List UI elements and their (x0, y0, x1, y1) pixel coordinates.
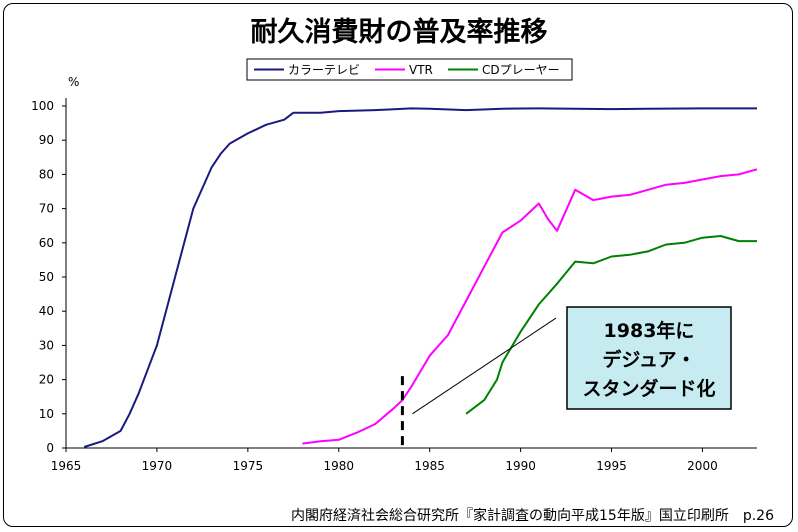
slide-title: 耐久消費財の普及率推移 (250, 17, 548, 48)
legend: カラーテレビ VTR CDプレーヤー (246, 58, 573, 81)
y-tick-label: 50 (39, 270, 54, 284)
x-tick-label: 1985 (414, 459, 445, 473)
callout-box (566, 306, 732, 410)
y-tick-label: 20 (39, 373, 54, 387)
slide-frame (3, 3, 793, 527)
y-axis-label: % (68, 75, 79, 89)
source-citation: 内閣府経済社会総合研究所『家計調査の動向平成15年版』国立印刷所 p.26 (291, 508, 774, 524)
legend-label-1: カラーテレビ (288, 63, 360, 77)
legend-label-2: VTR (409, 63, 433, 77)
legend-label-3: CDプレーヤー (482, 63, 560, 77)
y-tick-label: 0 (46, 441, 54, 455)
legend-box (246, 58, 573, 81)
series-line-1 (83, 107, 757, 448)
series-line-2 (302, 168, 758, 445)
x-tick-label: 1970 (142, 459, 173, 473)
y-tick-label: 90 (39, 133, 54, 147)
y-tick-label: 10 (39, 407, 54, 421)
y-tick-label: 60 (39, 236, 54, 250)
y-tick-label: 80 (39, 167, 54, 181)
y-tick-label: 70 (39, 202, 54, 216)
x-tick-label: 1990 (505, 459, 536, 473)
series-lines (83, 107, 758, 448)
callout-text-3: スタンダード化 (582, 377, 715, 400)
x-tick-label: 1995 (596, 459, 627, 473)
callout-pointer-line (412, 317, 557, 415)
y-tick-label: 30 (39, 338, 54, 352)
y-tick-label: 40 (39, 304, 54, 318)
x-tick-label: 2000 (687, 459, 718, 473)
x-tick-label: 1965 (51, 459, 82, 473)
callout-text-1: 1983年に (604, 319, 695, 342)
tick-labels: 0 10 20 30 40 50 60 70 80 90 100 1965 1970 1975 1980 19… (31, 99, 718, 473)
series-line-3 (465, 235, 757, 415)
callout-text-2: デジュア・ (602, 348, 695, 371)
x-tick-label: 1980 (323, 459, 354, 473)
x-tick-label: 1975 (233, 459, 264, 473)
y-tick-label: 100 (31, 99, 54, 113)
axes (65, 98, 757, 449)
